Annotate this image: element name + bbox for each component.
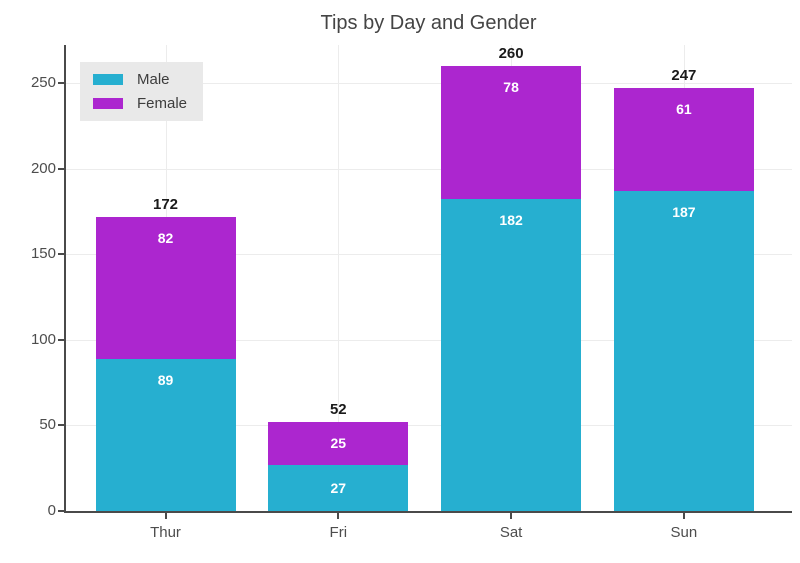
- bar-total-thur: 172: [152, 195, 179, 213]
- bar-value-male-sun: 187: [672, 203, 696, 220]
- bar-total-sat: 260: [498, 44, 524, 62]
- bar-value-female-sun: 61: [676, 101, 692, 118]
- bar-total-sun: 247: [671, 67, 697, 85]
- legend: Male Female: [80, 62, 204, 121]
- gridline-v: [338, 45, 340, 511]
- y-tick-mark: [58, 510, 64, 512]
- gridline-h: [65, 339, 792, 341]
- x-tick-label-sat: Sat: [499, 524, 523, 541]
- legend-label-female: Female: [137, 95, 188, 112]
- y-tick-mark: [58, 424, 64, 427]
- y-tick-label-0: 0: [47, 502, 56, 519]
- y-axis-line: [64, 45, 66, 513]
- x-tick-mark: [682, 513, 685, 519]
- x-tick-label-sun: Sun: [670, 524, 698, 541]
- bar-segment-male-fri[interactable]: 27: [268, 464, 409, 511]
- gridline-h: [65, 425, 792, 427]
- bar-segment-male-sun[interactable]: 187: [613, 190, 754, 511]
- bar-value-female-fri: 25: [330, 435, 347, 452]
- bar-segment-female-thur[interactable]: 82: [95, 216, 236, 359]
- x-tick-label-thur: Thur: [150, 524, 181, 541]
- y-tick-label-200: 200: [30, 159, 56, 177]
- y-tick-mark: [58, 82, 64, 84]
- gridline-h: [65, 83, 792, 84]
- male-swatch-icon: [93, 74, 123, 85]
- y-tick-mark: [58, 253, 64, 256]
- bar-segment-male-sat[interactable]: 182: [441, 199, 582, 511]
- chart-title: Tips by Day and Gender: [320, 12, 537, 34]
- y-tick-label-150: 150: [30, 245, 56, 263]
- x-tick-mark: [510, 513, 513, 519]
- x-axis-line: [64, 511, 792, 513]
- legend-item-female[interactable]: Female: [93, 95, 187, 112]
- bar-segment-male-thur[interactable]: 89: [95, 358, 236, 511]
- x-tick-mark: [164, 513, 167, 519]
- bar-value-male-sat: 182: [499, 212, 523, 229]
- female-swatch-icon: [93, 98, 123, 109]
- legend-item-male[interactable]: Male: [93, 71, 187, 88]
- bar-segment-female-sat[interactable]: 78: [441, 65, 582, 200]
- bar-value-female-sat: 78: [503, 78, 519, 95]
- y-tick-label-100: 100: [30, 330, 56, 348]
- y-tick-label-250: 250: [30, 74, 56, 91]
- legend-label-male: Male: [137, 71, 170, 88]
- bar-value-female-thur: 82: [157, 229, 174, 246]
- gridline-h: [65, 168, 792, 170]
- plot-area: 82 89 25 27 78 182 61 187: [65, 45, 792, 511]
- x-tick-mark: [337, 513, 340, 519]
- y-tick-label-50: 50: [39, 416, 56, 434]
- gridline-h: [65, 254, 792, 256]
- bar-value-male-thur: 89: [157, 371, 174, 388]
- y-tick-mark: [58, 338, 64, 341]
- y-tick-mark: [58, 167, 64, 170]
- bar-segment-female-fri[interactable]: 25: [268, 421, 409, 465]
- bar-value-male-fri: 27: [330, 479, 347, 496]
- bar-segment-female-sun[interactable]: 61: [613, 88, 754, 191]
- x-tick-label-fri: Fri: [329, 524, 348, 541]
- bar-total-fri: 52: [329, 400, 347, 418]
